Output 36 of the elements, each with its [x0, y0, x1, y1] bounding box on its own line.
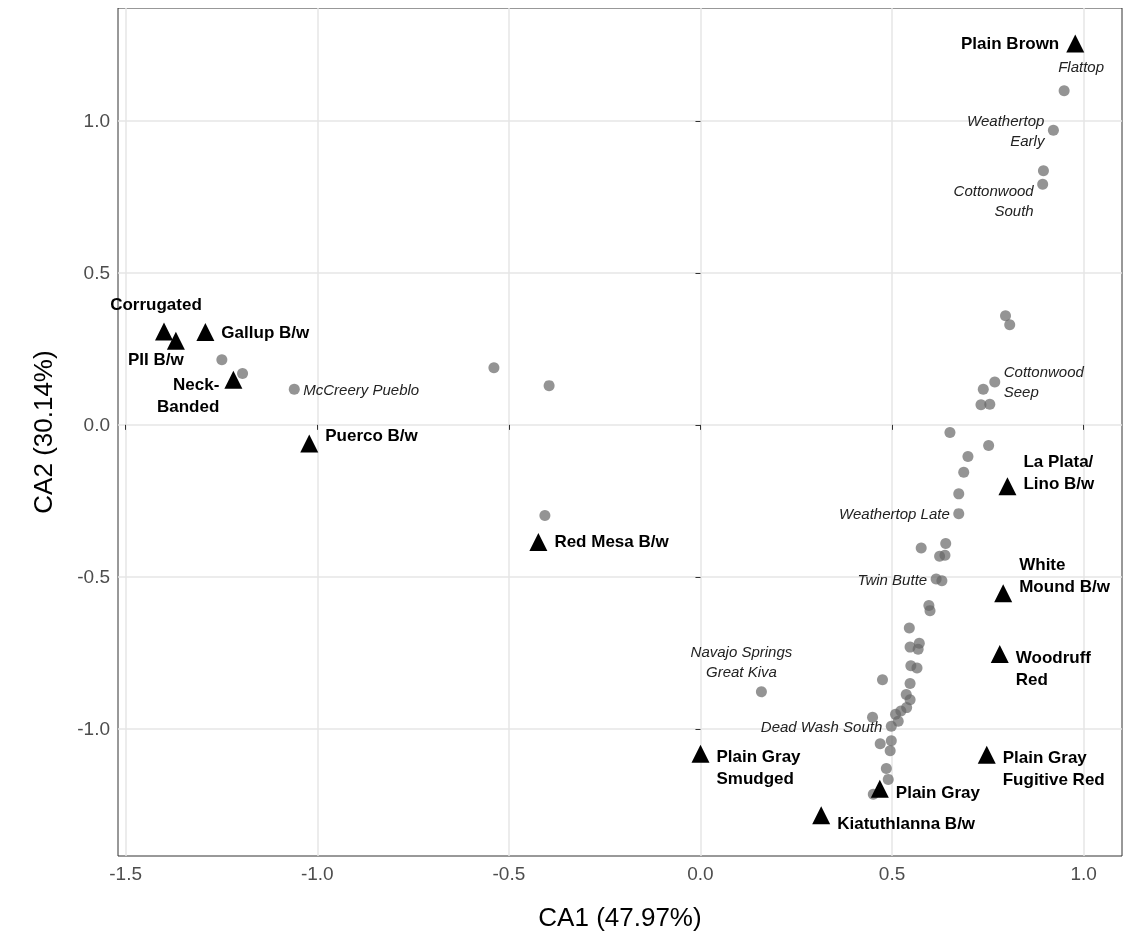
x-tick-label: 0.5 [878, 863, 906, 884]
series-label: Kiatuthlanna B/w [837, 813, 976, 833]
series-label: White Mound B/w [1019, 554, 1111, 596]
annotation: Twin Butte [857, 570, 928, 588]
y-tick-label: 0.5 [83, 262, 110, 284]
series-label: Corrugated [110, 295, 202, 315]
annotation: Weathertop Late [839, 505, 950, 523]
annotation: Cottonwood South [953, 181, 1035, 219]
annotation: McCreery Pueblo [303, 380, 420, 398]
annotation: Cottonwood Seep [1003, 363, 1085, 401]
series-label: Plain Gray [895, 783, 981, 803]
series-label: Plain Brown [961, 34, 1060, 54]
x-tick-label: -1.5 [109, 863, 143, 884]
annotation: Flattop [1058, 58, 1104, 76]
y-tick-label: -0.5 [77, 566, 110, 588]
x-tick-label: 0.0 [687, 863, 714, 884]
series-label: Gallup B/w [221, 322, 310, 342]
y-tick-label: 0.0 [83, 414, 110, 436]
annotation: Dead Wash South [760, 717, 883, 735]
series-label: La Plata/ Lino B/w [1023, 451, 1096, 493]
y-tick-label: 1.0 [83, 110, 110, 132]
series-label: Plain Gray Fugitive Red [1002, 748, 1105, 790]
x-tick-label: -1.0 [300, 863, 334, 884]
series-label: Red Mesa B/w [554, 532, 670, 552]
series-label: Plain Gray Smudged [716, 747, 802, 789]
annotation: Navajo Springs Great Kiva [690, 643, 793, 681]
y-axis-title: CA2 (30.14%) [28, 350, 58, 514]
series-label: Woodruff Red [1015, 647, 1092, 689]
series-label: Neck- Banded [157, 375, 220, 417]
series-label: Puerco B/w [325, 425, 419, 445]
x-tick-label: -0.5 [492, 863, 526, 884]
y-tick-label: -1.0 [77, 718, 110, 740]
x-tick-label: 1.0 [1070, 863, 1097, 884]
series-label: PII B/w [128, 350, 185, 370]
annotation: Weathertop Early [967, 111, 1046, 149]
x-axis-title: CA1 (47.97%) [538, 902, 702, 932]
